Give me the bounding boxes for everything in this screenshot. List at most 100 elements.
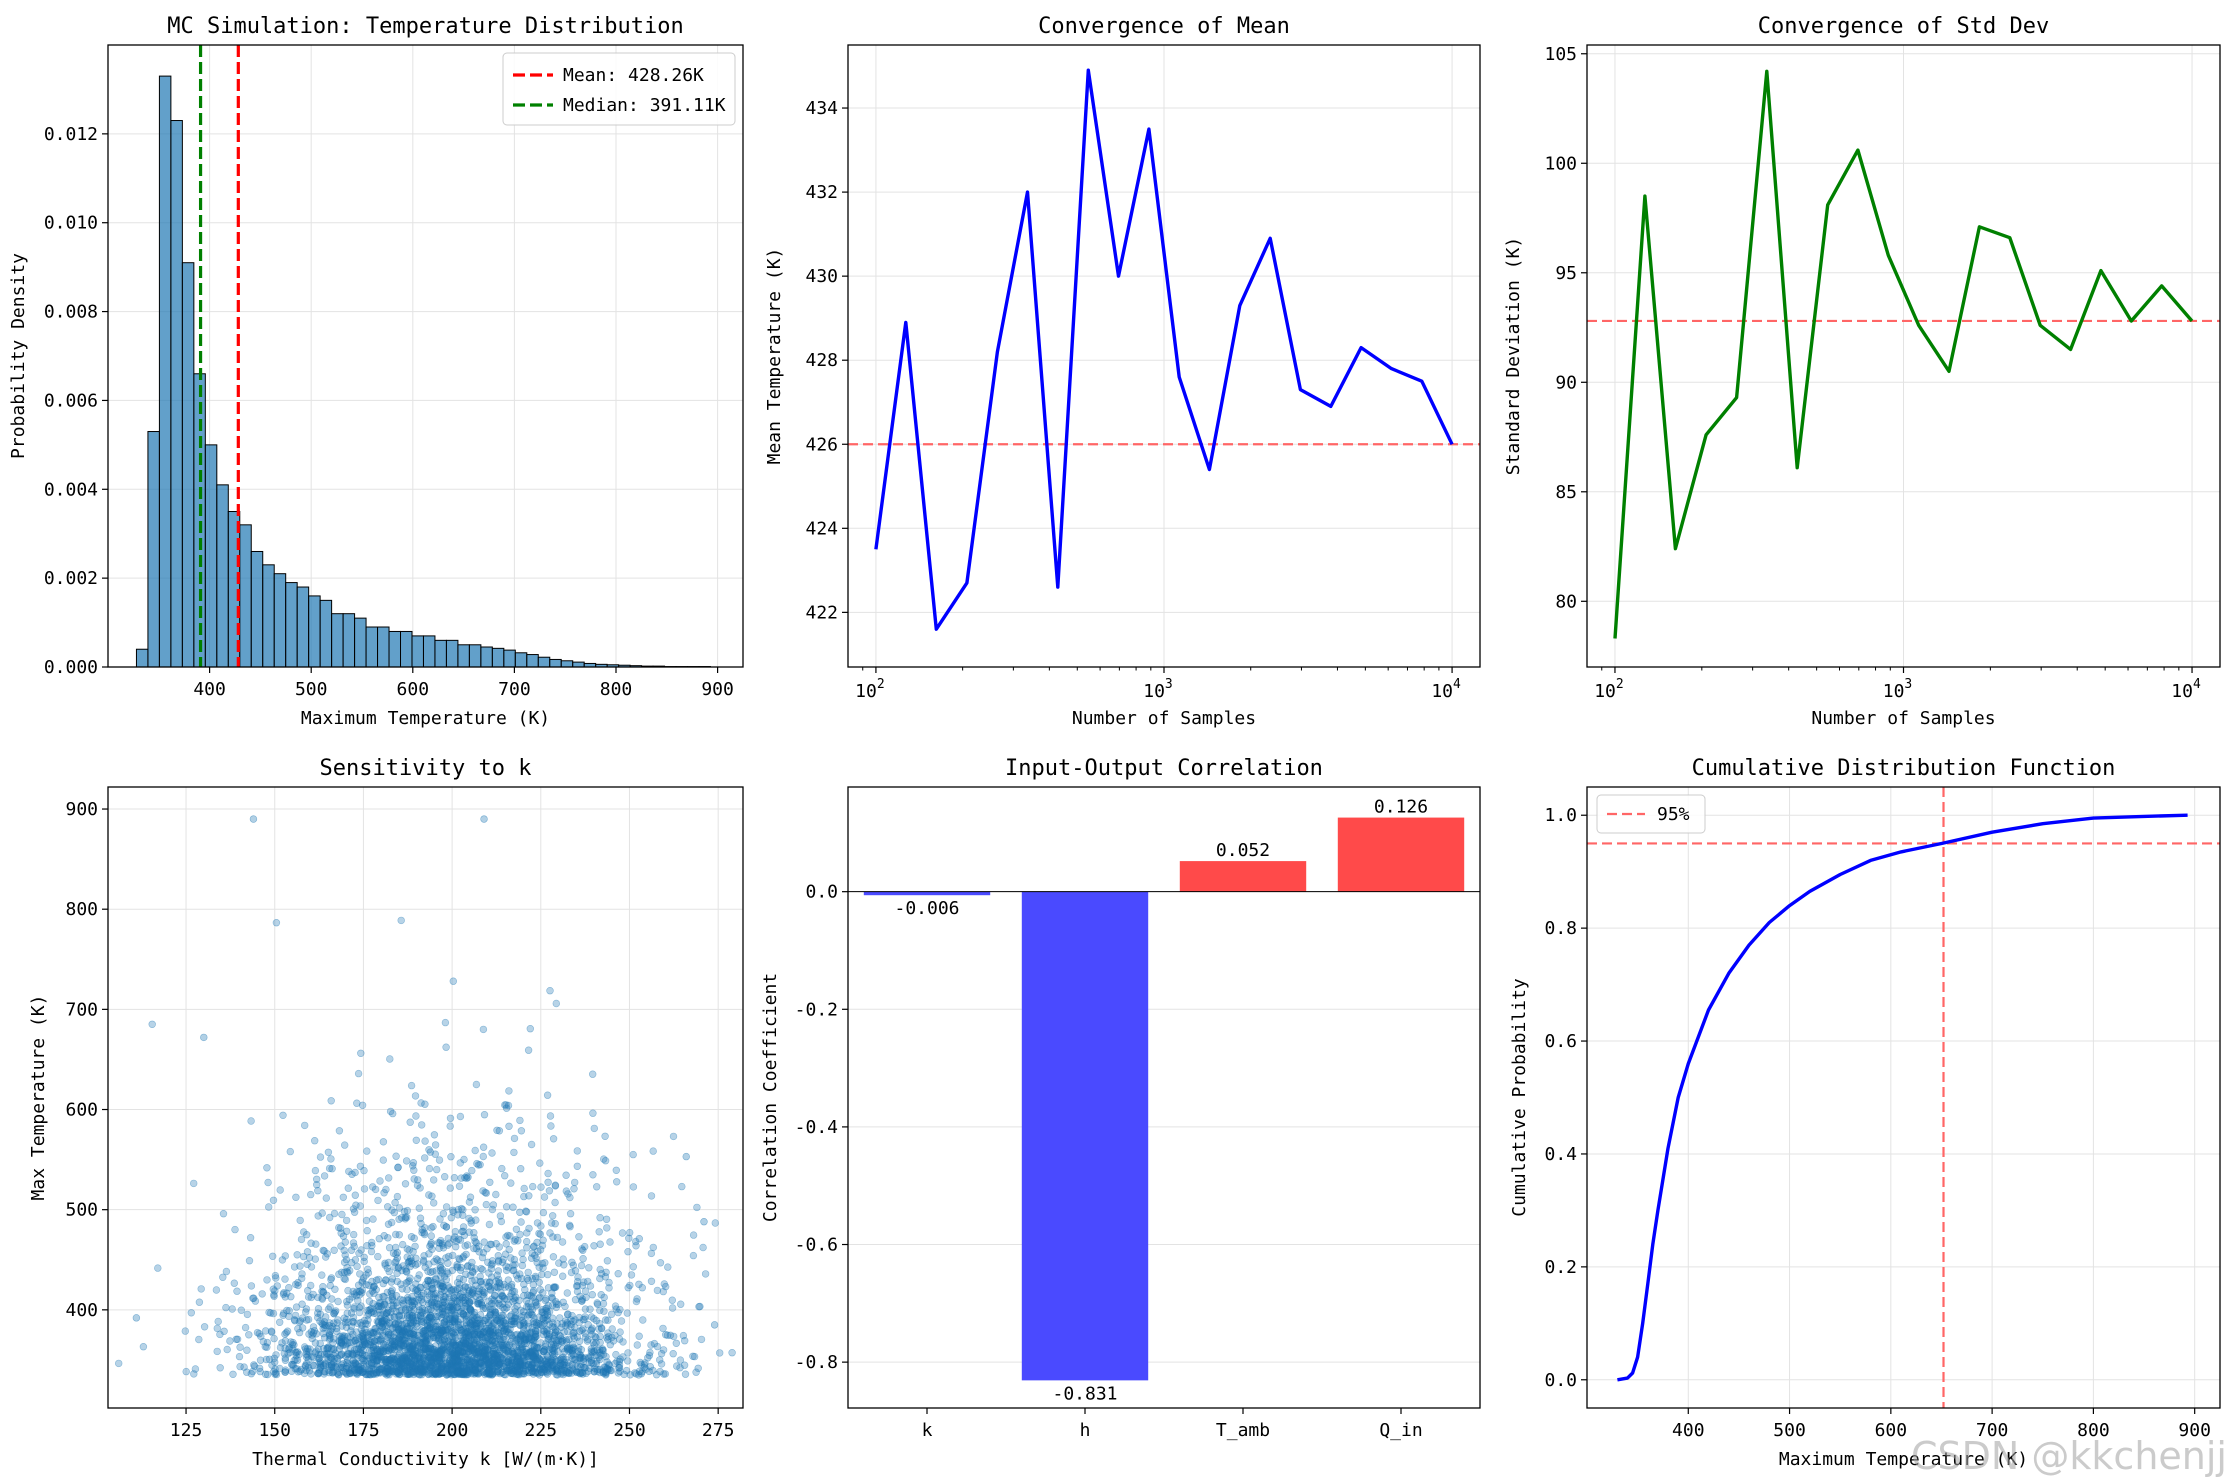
- scatter-point: [311, 1136, 319, 1145]
- scatter-point: [552, 999, 560, 1008]
- scatter-point: [493, 1316, 502, 1325]
- scatter-point: [407, 1357, 416, 1366]
- scatter-point: [657, 1360, 666, 1368]
- scatter-point: [388, 1366, 396, 1375]
- scatter-point: [559, 1355, 567, 1364]
- scatter-point: [427, 1358, 435, 1367]
- scatter-point: [381, 1300, 389, 1309]
- scatter-point: [325, 1335, 334, 1344]
- scatter-point: [434, 1325, 442, 1334]
- scatter-point: [256, 1356, 265, 1364]
- series-line: [874, 68, 1454, 631]
- scatter-point: [362, 1271, 370, 1279]
- scatter-point: [505, 1341, 514, 1349]
- scatter-point: [562, 1187, 570, 1195]
- scatter-point: [279, 1311, 287, 1319]
- scatter-point: [323, 1291, 331, 1300]
- scatter-point: [530, 1342, 538, 1350]
- scatter-point: [426, 1354, 434, 1363]
- scatter-point: [602, 1352, 610, 1361]
- scatter-point: [430, 1131, 439, 1139]
- scatter-point: [182, 1367, 190, 1376]
- scatter-point: [335, 1371, 343, 1379]
- scatter-point: [479, 1248, 488, 1257]
- scatter-point: [599, 1155, 608, 1163]
- scatter-point: [346, 1369, 354, 1378]
- scatter-point: [511, 1260, 519, 1269]
- scatter-point: [385, 1319, 394, 1328]
- scatter-point: [329, 1339, 337, 1347]
- scatter-point: [514, 1338, 523, 1347]
- scatter-point: [414, 1176, 422, 1184]
- scatter-point: [469, 1346, 478, 1354]
- scatter-point: [478, 1280, 486, 1288]
- scatter-point: [309, 1361, 317, 1369]
- scatter-point: [427, 1268, 435, 1277]
- scatter-point: [558, 1238, 567, 1246]
- scatter-point: [432, 1347, 440, 1356]
- scatter-point: [261, 1370, 270, 1379]
- scatter-point: [353, 1262, 361, 1271]
- scatter-point: [550, 1340, 558, 1349]
- scatter-point: [668, 1304, 677, 1312]
- scatter-point: [543, 1311, 552, 1319]
- scatter-point: [549, 1353, 557, 1361]
- scatter-point: [410, 1335, 419, 1343]
- scatter-point: [528, 1349, 536, 1357]
- scatter-point: [523, 1352, 532, 1361]
- y-tick-label: 85: [1555, 482, 1577, 503]
- scatter-point: [484, 1359, 492, 1367]
- scatter-point: [349, 1318, 357, 1326]
- scatter-point: [314, 1350, 323, 1359]
- scatter-point: [470, 1366, 478, 1375]
- scatter-point: [453, 1357, 461, 1365]
- scatter-point: [697, 1335, 706, 1344]
- scatter-point: [344, 1184, 352, 1192]
- scatter-point: [528, 1367, 537, 1376]
- scatter-point: [428, 1245, 436, 1253]
- scatter-point: [414, 1287, 422, 1295]
- scatter-point: [488, 1337, 496, 1345]
- histogram-bar: [537, 656, 551, 668]
- scatter-point: [617, 1317, 626, 1325]
- scatter-point: [375, 1350, 383, 1358]
- scatter-point: [398, 1354, 407, 1362]
- scatter-point: [268, 1361, 276, 1369]
- scatter-point: [407, 1232, 416, 1241]
- scatter-point: [499, 1335, 507, 1344]
- scatter-point: [442, 1223, 451, 1231]
- scatter-point: [448, 1299, 456, 1308]
- scatter-point: [629, 1150, 637, 1159]
- scatter-point: [271, 1365, 279, 1373]
- scatter-point: [444, 1325, 452, 1334]
- scatter-point: [502, 1266, 511, 1275]
- scatter-point: [392, 1307, 400, 1316]
- scatter-point: [395, 1231, 403, 1239]
- scatter-point: [347, 1344, 355, 1353]
- scatter-point: [359, 1346, 367, 1355]
- scatter-point: [379, 1316, 387, 1325]
- scatter-point: [416, 1338, 425, 1347]
- scatter-point: [487, 1367, 496, 1376]
- scatter-point: [391, 1258, 399, 1267]
- scatter-point: [715, 1349, 724, 1357]
- scatter-point: [465, 1350, 473, 1359]
- scatter-point: [484, 1367, 493, 1375]
- scatter-point: [470, 1348, 479, 1357]
- scatter-point: [470, 1311, 478, 1319]
- scatter-point: [502, 1104, 511, 1112]
- scatter-point: [342, 1216, 351, 1225]
- scatter-point: [301, 1121, 309, 1130]
- scatter-point: [354, 1069, 363, 1078]
- scatter-point: [479, 1328, 488, 1337]
- scatter-point: [437, 1329, 445, 1337]
- scatter-point: [415, 1352, 423, 1361]
- scatter-point: [595, 1228, 603, 1236]
- scatter-point: [304, 1286, 312, 1295]
- scatter-point: [455, 1351, 463, 1360]
- scatter-point: [481, 1188, 489, 1197]
- scatter-point: [408, 1292, 416, 1301]
- scatter-point: [468, 1267, 477, 1276]
- scatter-point: [382, 1369, 390, 1377]
